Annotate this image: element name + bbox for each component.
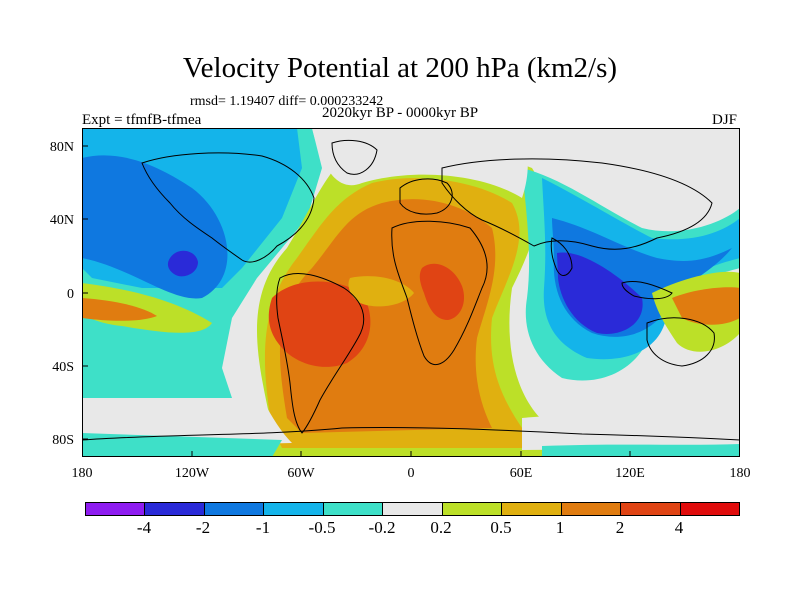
coast-maritime bbox=[621, 280, 673, 300]
lon-label: 180 bbox=[71, 466, 93, 481]
coast-greenland bbox=[331, 139, 378, 175]
lon-label: 120E bbox=[615, 466, 645, 481]
yellow-region-atl-center bbox=[348, 276, 414, 307]
lat-label: 80N bbox=[49, 140, 74, 155]
colorbar-swatch bbox=[383, 503, 443, 515]
colorbar-label: 4 bbox=[674, 518, 684, 537]
colorbar-swatch bbox=[561, 503, 622, 515]
redorange-region-africa bbox=[419, 263, 465, 320]
redorange-region-samerica bbox=[268, 281, 371, 367]
colorbar-swatch bbox=[204, 503, 265, 515]
colorbar-label: -4 bbox=[136, 518, 152, 537]
orange-region-ep bbox=[82, 298, 157, 321]
velocity-potential-map bbox=[82, 128, 740, 457]
colorbar bbox=[85, 502, 740, 516]
gray-north-cap bbox=[312, 128, 528, 198]
colorbar-label: 1 bbox=[555, 518, 565, 537]
period-label: 2020kyr BP - 0000kyr BP bbox=[322, 105, 479, 121]
coast-north-america bbox=[141, 152, 315, 263]
cyan-south-strip bbox=[82, 433, 282, 457]
orange-region-wp bbox=[672, 287, 740, 325]
colorbar-swatch bbox=[680, 503, 739, 515]
colorbar-label: 2 bbox=[615, 518, 625, 537]
lat-label: 0 bbox=[67, 287, 74, 302]
colorbar-label: -2 bbox=[195, 518, 211, 537]
coast-europe bbox=[399, 178, 453, 215]
coast-india bbox=[550, 237, 573, 276]
lat-label: 80S bbox=[52, 433, 74, 448]
colorbar-label: -1 bbox=[255, 518, 271, 537]
experiment-label: Expt = tfmfB-tfmea bbox=[82, 112, 202, 128]
darkblue-region-west bbox=[167, 250, 198, 277]
axis-ticks bbox=[82, 145, 631, 457]
lon-label: 0 bbox=[407, 466, 415, 481]
lat-label: 40S bbox=[52, 360, 74, 375]
coast-africa bbox=[391, 220, 488, 365]
coastlines bbox=[82, 139, 740, 441]
lon-label: 180 bbox=[729, 466, 751, 481]
coast-antarctica bbox=[82, 426, 740, 441]
colorbar-swatch bbox=[86, 503, 146, 515]
colorbar-swatch bbox=[502, 503, 562, 515]
gray-south-band-east bbox=[522, 413, 740, 450]
colorbar-label: -0.5 bbox=[308, 518, 336, 537]
lon-label: 60W bbox=[287, 466, 315, 481]
coast-south-america bbox=[276, 272, 365, 434]
orange-region-atl bbox=[279, 199, 496, 433]
colorbar-swatch bbox=[264, 503, 324, 515]
colorbar-label: -0.2 bbox=[368, 518, 396, 537]
colorbar-swatch bbox=[442, 503, 503, 515]
cyan-south-strip-east bbox=[542, 444, 740, 457]
season-label: DJF bbox=[712, 112, 738, 128]
colorbar-swatch bbox=[621, 503, 681, 515]
colorbar-label: 0.2 bbox=[430, 518, 452, 537]
coast-australia bbox=[646, 317, 715, 367]
stats-text: rmsd= 1.19407 diff= 0.000233242 bbox=[190, 94, 384, 109]
darkblue-region-east bbox=[557, 252, 643, 334]
colorbar-swatch bbox=[145, 503, 205, 515]
lon-label: 60E bbox=[509, 466, 533, 481]
coast-asia bbox=[441, 158, 713, 250]
colorbar-label: 0.5 bbox=[490, 518, 512, 537]
lat-label: 40N bbox=[49, 213, 74, 228]
colorbar-swatch bbox=[323, 503, 384, 515]
lon-label: 120W bbox=[174, 466, 210, 481]
figure-title: Velocity Potential at 200 hPa (km2/s) bbox=[182, 52, 618, 84]
